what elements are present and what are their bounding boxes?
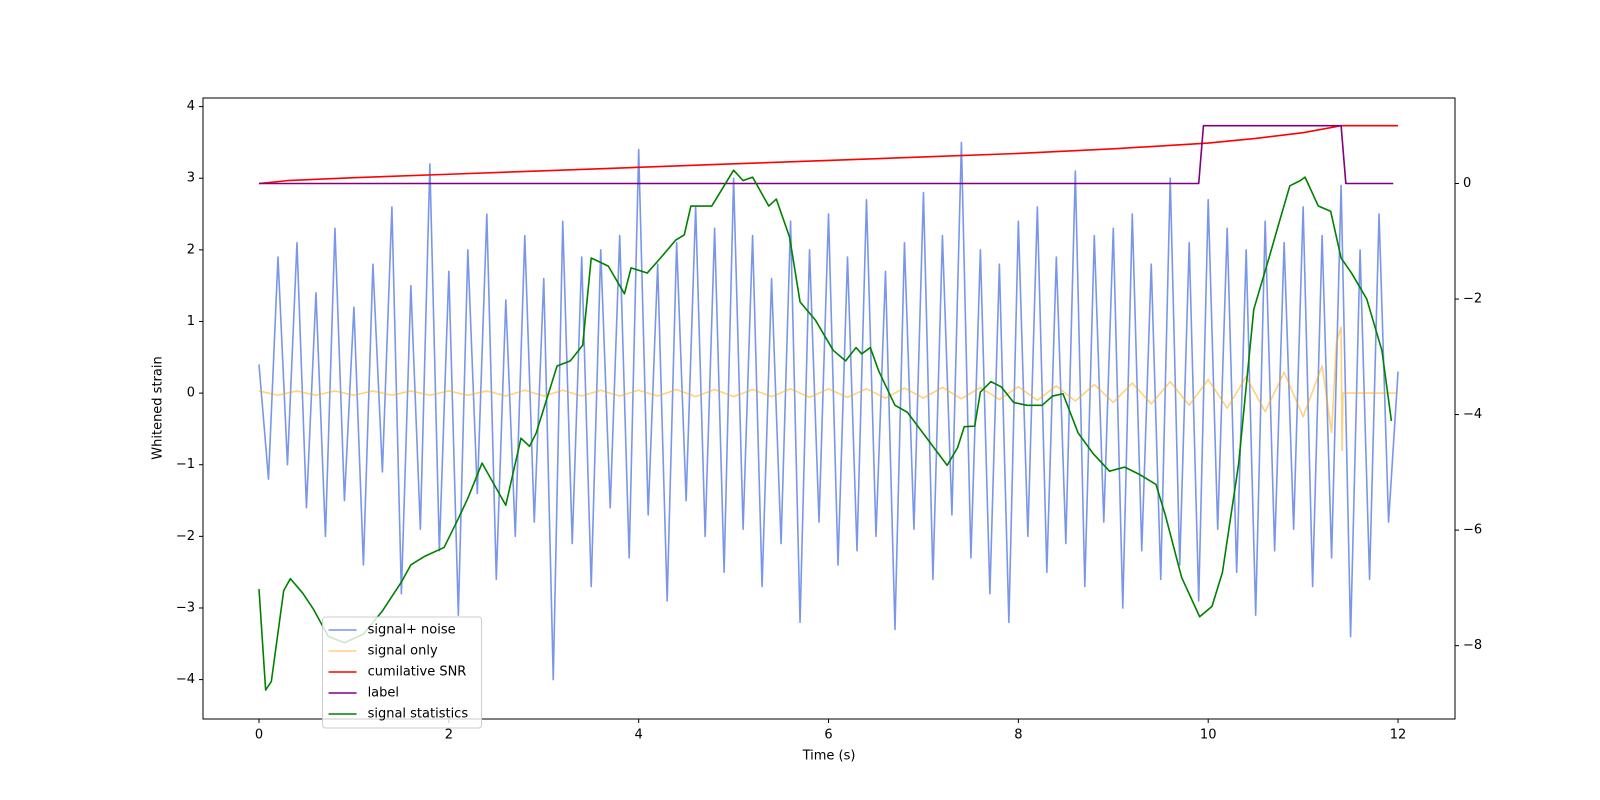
x-axis-label: Time (s) (802, 749, 856, 764)
y2-tick-label: −2 (1463, 292, 1482, 307)
x-tick-label: 12 (1390, 728, 1407, 743)
x-tick-label: 6 (824, 728, 832, 743)
y-tick-label: 3 (187, 171, 195, 186)
x-tick-label: 4 (635, 728, 643, 743)
y-tick-label: 1 (187, 314, 195, 329)
legend-label: signal only (368, 644, 438, 659)
legend-label: signal+ noise (368, 623, 456, 638)
x-tick-label: 10 (1200, 728, 1217, 743)
x-tick-label: 0 (255, 728, 263, 743)
legend-label: signal statistics (368, 707, 469, 722)
y-tick-label: −2 (176, 529, 195, 544)
legend-label: label (368, 686, 399, 701)
y-tick-label: −4 (176, 672, 195, 687)
y-tick-label: 2 (187, 242, 195, 257)
y-tick-label: −1 (176, 457, 195, 472)
y2-tick-label: −8 (1463, 638, 1482, 653)
series-line (258, 169, 1393, 691)
series-line (258, 124, 1399, 185)
y-axis-label: Whitened strain (151, 356, 166, 459)
y2-tick-label: 0 (1463, 176, 1471, 191)
series-line (258, 141, 1399, 681)
y-tick-label: 4 (187, 99, 195, 114)
x-tick-label: 8 (1014, 728, 1022, 743)
x-tick-label: 2 (445, 728, 453, 743)
plot-area (258, 124, 1399, 691)
y2-tick-label: −6 (1463, 523, 1482, 538)
y-tick-label: −3 (176, 600, 195, 615)
legend-label: cumilative SNR (368, 665, 467, 680)
legend-box (322, 616, 483, 729)
legend: signal+ noise signal only cumilative SNR la… (322, 616, 483, 729)
y2-tick-label: −4 (1463, 407, 1482, 422)
series-line (258, 326, 1399, 452)
series-line (259, 124, 1394, 185)
y-tick-label: 0 (187, 386, 195, 401)
